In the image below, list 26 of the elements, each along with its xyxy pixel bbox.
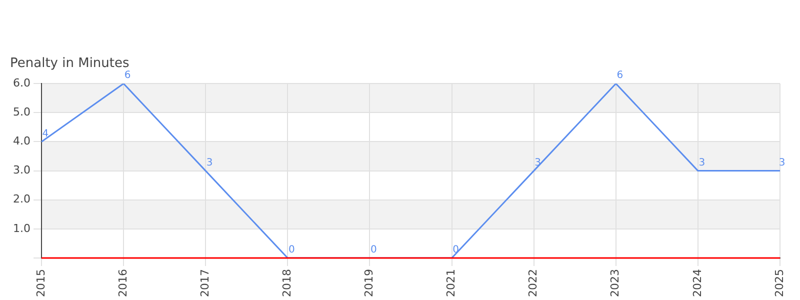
x-tick-label: 2017 — [198, 269, 212, 298]
x-tick-label: 2018 — [280, 269, 294, 298]
y-axis-title: Penalty in Minutes — [10, 56, 130, 72]
data-label: 0 — [370, 244, 377, 256]
data-label: 6 — [616, 70, 624, 82]
x-tick-label: 2019 — [362, 269, 376, 298]
x-tick-label: 2024 — [690, 269, 704, 298]
y-tick-label: 3.0 — [12, 164, 30, 177]
y-tick-label: 4.0 — [12, 134, 30, 148]
data-label: 0 — [452, 244, 459, 256]
y-tick-label: 1.0 — [12, 222, 30, 235]
y-tick-label: 6.0 — [12, 76, 30, 90]
data-label: 3 — [698, 157, 706, 168]
x-tick-label: 2016 — [116, 269, 130, 298]
x-tick-label: 2015 — [34, 269, 48, 298]
x-tick-label: 2025 — [772, 269, 786, 298]
data-label: 3 — [778, 157, 786, 168]
y-tick-label: 5.0 — [12, 106, 30, 119]
data-label: 4 — [42, 128, 49, 140]
x-tick-label: 2022 — [526, 269, 540, 298]
x-tick-label: 2023 — [608, 269, 622, 298]
x-tick-label: 2021 — [444, 269, 458, 298]
data-label: 3 — [206, 157, 213, 168]
y-tick-label: 2.0 — [12, 192, 30, 206]
data-label: 0 — [288, 244, 295, 256]
data-label: 6 — [124, 70, 131, 82]
